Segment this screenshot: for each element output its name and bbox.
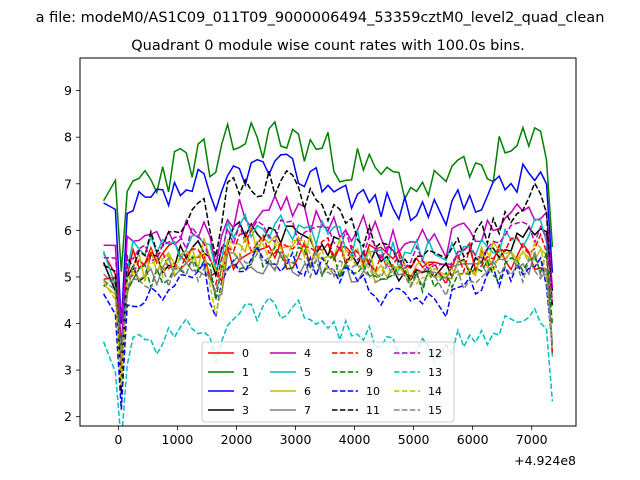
legend-label-5: 5: [304, 366, 311, 379]
legend-label-3: 3: [242, 404, 249, 417]
x-tick-label: 1000: [162, 432, 194, 447]
series-line-15: [103, 252, 554, 352]
series-line-12: [103, 219, 554, 318]
legend-label-9: 9: [366, 366, 373, 379]
x-tick-label: 3000: [280, 432, 312, 447]
y-axis: 2 3 4 5 6 7 8 9: [64, 83, 80, 424]
legend-label-8: 8: [366, 347, 373, 360]
legend-label-10: 10: [366, 385, 380, 398]
series-line-14: [102, 234, 554, 386]
series-line-10: [102, 246, 554, 410]
x-tick-label: 6000: [457, 432, 489, 447]
axes-frame: [79, 57, 577, 427]
y-tick-label: 6: [64, 223, 72, 238]
series-line-9: [103, 240, 554, 354]
legend-label-0: 0: [242, 347, 249, 360]
legend-label-13: 13: [428, 366, 442, 379]
x-tick-label: 7000: [516, 432, 548, 447]
legend-label-15: 15: [428, 404, 442, 417]
chart-title: Quadrant 0 module wise count rates with …: [131, 38, 525, 54]
series-line-4: [103, 193, 554, 349]
legend-label-2: 2: [242, 385, 249, 398]
x-tick-label: 0: [114, 432, 122, 447]
figure-suptitle: a file: modeM0/AS1C09_011T09_9000006494_…: [36, 10, 605, 26]
legend-label-11: 11: [366, 404, 380, 417]
legend-label-6: 6: [304, 385, 311, 398]
x-tick-label: 2000: [221, 432, 253, 447]
series-line-1: [102, 120, 554, 272]
legend-label-14: 14: [428, 385, 442, 398]
x-axis: 0 1000 2000 3000 4000 5000 6000 7000: [114, 426, 548, 447]
legend-box: [201, 341, 455, 423]
y-tick-label: 5: [64, 269, 72, 284]
y-tick-label: 8: [64, 130, 72, 145]
y-tick-label: 4: [64, 316, 72, 331]
x-tick-label: 5000: [398, 432, 430, 447]
y-tick-label: 7: [64, 176, 72, 191]
y-tick-label: 2: [64, 409, 72, 424]
series-line-2: [103, 153, 554, 324]
legend-label-1: 1: [242, 366, 249, 379]
series-line-11: [103, 169, 554, 394]
series-line-5: [102, 212, 554, 366]
series-line-13: [102, 296, 554, 426]
legend-label-4: 4: [304, 347, 311, 360]
legend-label-12: 12: [428, 347, 442, 360]
legend-label-7: 7: [304, 404, 311, 417]
y-tick-label: 9: [64, 83, 72, 98]
y-tick-label: 3: [64, 363, 72, 378]
x-axis-offset-label: +4.924e8: [514, 453, 576, 468]
series-line-8: [103, 230, 554, 386]
series-layer: [102, 120, 554, 426]
x-tick-label: 4000: [339, 432, 371, 447]
